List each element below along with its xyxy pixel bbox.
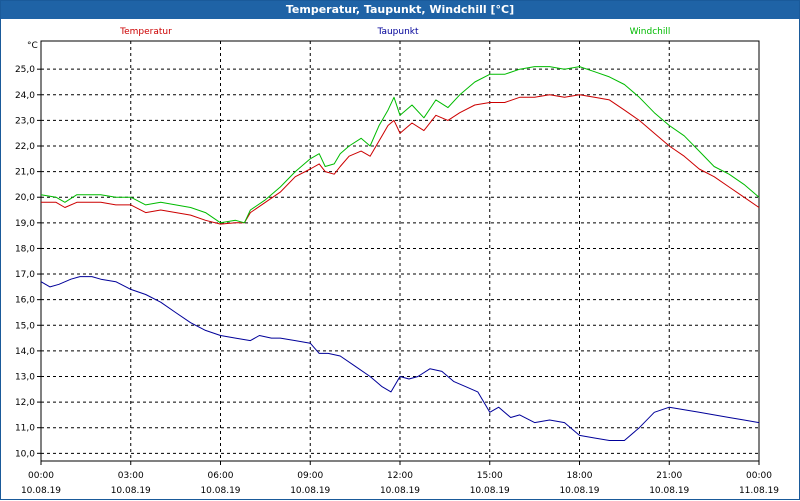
x-tick-time-label: 06:00 (208, 471, 234, 481)
y-axis-label: °C (27, 41, 38, 51)
x-tick-time-label: 21:00 (656, 471, 682, 481)
y-tick-label: 11,0 (15, 424, 35, 434)
x-tick-date-label: 10.08.19 (21, 486, 61, 496)
y-tick-label: 19,0 (15, 219, 35, 229)
y-tick-label: 23,0 (15, 116, 35, 126)
y-tick-label: 15,0 (15, 321, 35, 331)
x-tick-date-label: 10.08.19 (111, 486, 151, 496)
y-tick-label: 25,0 (15, 65, 35, 75)
series-line-temperatur (41, 94, 760, 225)
x-tick-date-label: 10.08.19 (200, 486, 240, 496)
x-tick-date-label: 10.08.19 (559, 486, 599, 496)
y-tick-label: 10,0 (15, 449, 35, 459)
x-tick-time-label: 03:00 (118, 471, 144, 481)
y-tick-label: 18,0 (15, 244, 35, 254)
y-tick-label: 14,0 (15, 347, 35, 357)
x-tick-date-label: 10.08.19 (470, 486, 510, 496)
legend-windchill: Windchill (630, 27, 671, 37)
x-tick-time-label: 00:00 (746, 471, 772, 481)
y-tick-label: 12,0 (15, 398, 35, 408)
y-tick-label: 24,0 (15, 91, 35, 101)
legend: Temperatur Taupunkt Windchill (119, 27, 670, 37)
series-line-windchill (40, 66, 760, 224)
x-tick-date-label: 10.08.19 (290, 486, 330, 496)
x-tick-time-label: 18:00 (567, 471, 593, 481)
y-tick-label: 21,0 (15, 168, 35, 178)
x-tick-time-label: 00:00 (28, 471, 54, 481)
tick-labels: 10,0 11,0 12,0 13,0 14,0 15,0 16,0 17,0 18,0 19,0… (15, 65, 779, 496)
y-tick-label: 22,0 (15, 142, 35, 152)
legend-temperatur: Temperatur (119, 27, 172, 37)
x-tick-time-label: 12:00 (387, 471, 413, 481)
x-tick-time-label: 09:00 (297, 471, 323, 481)
legend-taupunkt: Taupunkt (376, 27, 419, 37)
y-tick-label: 17,0 (15, 270, 35, 280)
series-lines (40, 66, 760, 441)
chart-title: Temperatur, Taupunkt, Windchill [°C] (1, 1, 799, 19)
y-tick-label: 20,0 (15, 193, 35, 203)
x-tick-time-label: 15:00 (477, 471, 503, 481)
x-tick-date-label: 10.08.19 (380, 486, 420, 496)
x-tick-date-label: 10.08.19 (649, 486, 689, 496)
grid (41, 41, 759, 461)
series-line-taupunkt (40, 276, 760, 441)
y-tick-label: 16,0 (15, 296, 35, 306)
axes: °C (27, 40, 760, 462)
y-tick-label: 13,0 (15, 372, 35, 382)
x-tick-date-label: 11.08.19 (739, 486, 779, 496)
